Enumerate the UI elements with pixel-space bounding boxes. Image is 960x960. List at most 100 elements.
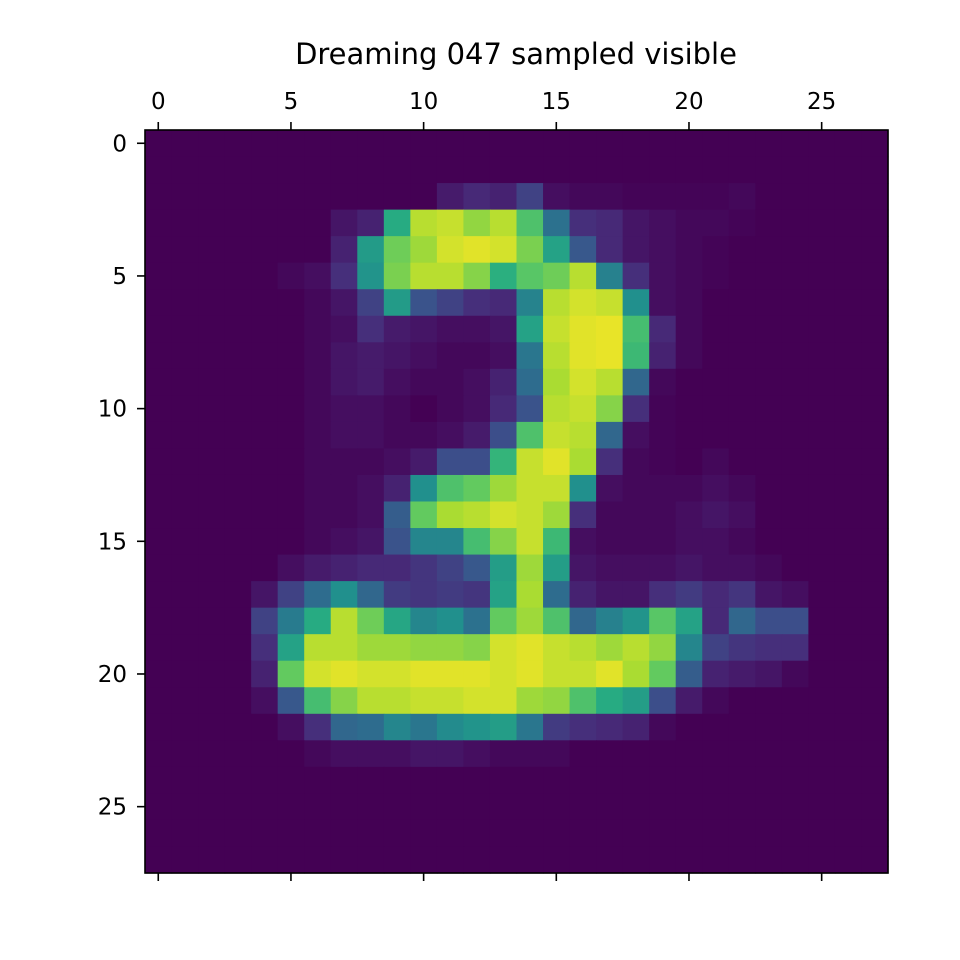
heatmap-cell — [410, 687, 438, 715]
heatmap-cell — [543, 687, 571, 715]
heatmap-cell — [755, 448, 783, 476]
heatmap-cell — [171, 209, 199, 237]
heatmap-cell — [330, 687, 358, 715]
heatmap-cell — [304, 448, 332, 476]
heatmap-cell — [171, 607, 199, 635]
heatmap-cell — [171, 395, 199, 423]
heatmap-cell — [304, 846, 332, 874]
heatmap-cell — [861, 421, 889, 450]
heatmap-cell — [649, 634, 677, 662]
heatmap-cell — [145, 740, 173, 768]
heatmap-cell — [808, 687, 836, 715]
heatmap-cell — [277, 156, 305, 184]
heatmap-cell — [330, 581, 358, 609]
heatmap-cell — [198, 209, 226, 237]
heatmap-cell — [755, 395, 783, 423]
heatmap-cell — [463, 474, 491, 503]
heatmap-cell — [330, 130, 358, 158]
y-tick-label: 5 — [112, 264, 127, 290]
heatmap-cell — [171, 501, 199, 529]
heatmap-cell — [489, 528, 518, 556]
heatmap-cell — [224, 315, 252, 343]
heatmap-cell — [675, 740, 703, 768]
heatmap-cell — [410, 766, 438, 794]
heatmap-cell — [728, 236, 756, 264]
heatmap-cell — [569, 846, 597, 874]
heatmap-cell — [755, 554, 783, 582]
heatmap-cell — [728, 315, 756, 343]
heatmap-cell — [171, 819, 199, 848]
heatmap-cell — [543, 289, 571, 317]
heatmap-cell — [489, 262, 518, 290]
heatmap-cell — [622, 740, 650, 768]
heatmap-cell — [702, 474, 730, 503]
heatmap-cell — [728, 289, 756, 317]
heatmap-cell — [755, 501, 783, 529]
heatmap-cell — [808, 130, 836, 158]
heatmap-cell — [861, 315, 889, 343]
heatmap-cell — [357, 183, 385, 211]
heatmap-cell — [702, 448, 730, 476]
heatmap-cell — [145, 156, 173, 184]
heatmap-cell — [304, 793, 332, 821]
heatmap-cell — [436, 236, 465, 264]
heatmap-cell — [251, 395, 279, 423]
heatmap-cell — [622, 846, 650, 874]
heatmap-cell — [622, 209, 650, 237]
heatmap-cell — [489, 156, 518, 184]
heatmap-cell — [543, 395, 571, 423]
heatmap-cell — [145, 421, 173, 450]
heatmap-cell — [171, 581, 199, 609]
heatmap-cell — [383, 289, 411, 317]
heatmap-cell — [436, 793, 465, 821]
heatmap-cell — [543, 634, 571, 662]
heatmap-cell — [224, 289, 252, 317]
heatmap-cell — [834, 528, 863, 556]
heatmap-cell — [304, 740, 332, 768]
heatmap-cell — [808, 846, 836, 874]
heatmap-cell — [569, 528, 597, 556]
heatmap-cell — [516, 209, 544, 237]
heatmap-cell — [861, 289, 889, 317]
heatmap-cell — [675, 209, 703, 237]
heatmap-cell — [463, 368, 491, 396]
heatmap-cell — [251, 368, 279, 396]
heatmap-cell — [728, 528, 756, 556]
heatmap-cell — [410, 474, 438, 503]
heatmap-cell — [834, 474, 863, 503]
heatmap-cell — [330, 342, 358, 370]
heatmap-cell — [357, 315, 385, 343]
heatmap-cell — [304, 501, 332, 529]
heatmap-cell — [198, 156, 226, 184]
heatmap-cell — [410, 528, 438, 556]
heatmap-cell — [755, 766, 783, 794]
heatmap-cell — [596, 607, 624, 635]
heatmap-cell — [808, 766, 836, 794]
chart-title: Dreaming 047 sampled visible — [295, 37, 737, 71]
heatmap-cell — [702, 713, 730, 741]
heatmap-cell — [516, 819, 544, 848]
heatmap-cell — [622, 236, 650, 264]
heatmap-cell — [755, 289, 783, 317]
heatmap-cell — [489, 368, 518, 396]
heatmap-cell — [569, 156, 597, 184]
heatmap-cell — [781, 581, 809, 609]
heatmap-cell — [357, 130, 385, 158]
heatmap-cell — [436, 740, 465, 768]
heatmap-cell — [436, 581, 465, 609]
heatmap-cell — [277, 501, 305, 529]
heatmap-cell — [808, 368, 836, 396]
heatmap-cell — [781, 846, 809, 874]
heatmap-cell — [781, 660, 809, 688]
heatmap-cell — [675, 846, 703, 874]
heatmap-cell — [781, 766, 809, 794]
heatmap-cell — [277, 289, 305, 317]
heatmap-cell — [702, 342, 730, 370]
heatmap-cell — [463, 713, 491, 741]
heatmap-cell — [145, 395, 173, 423]
heatmap-cell — [675, 554, 703, 582]
heatmap-cell — [357, 421, 385, 450]
heatmap-cell — [171, 528, 199, 556]
heatmap-cell — [145, 474, 173, 503]
heatmap-cell — [834, 368, 863, 396]
